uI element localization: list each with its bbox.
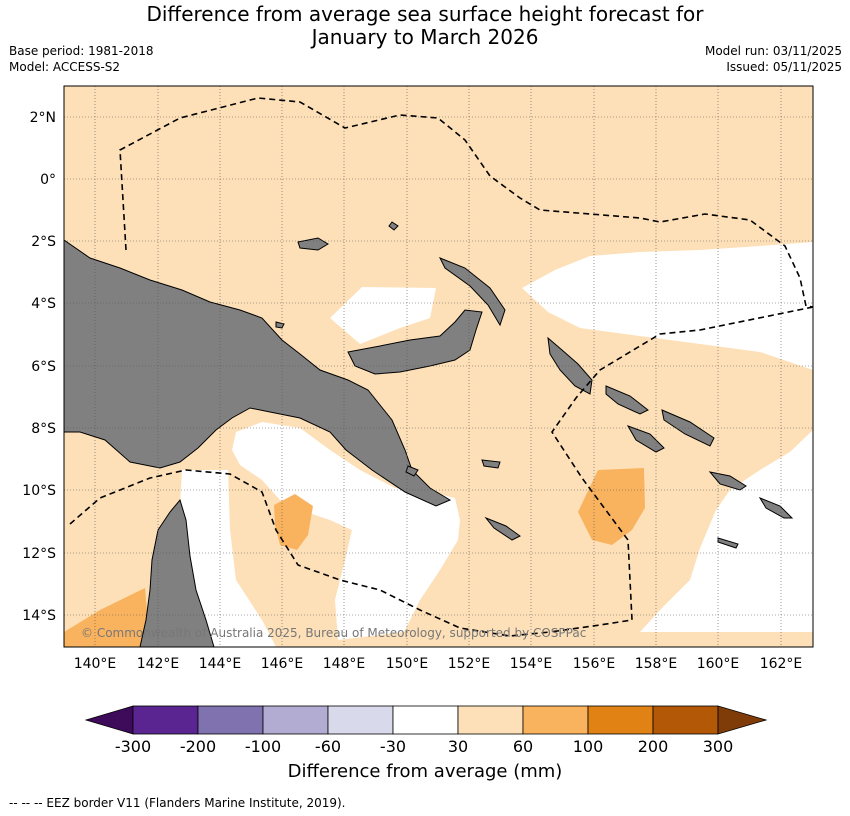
- map-title: Difference from average sea surface heig…: [0, 3, 850, 49]
- colorbar-extend-low: [84, 705, 134, 735]
- makira-island: [758, 496, 794, 519]
- louisiade-island: [484, 516, 521, 541]
- new-georgia-island: [626, 425, 665, 453]
- choiseul-island: [605, 385, 649, 415]
- lon-label: 160°E: [697, 656, 740, 672]
- new-ireland-island: [438, 257, 506, 327]
- colorbar-title: Difference from average (mm): [287, 761, 563, 782]
- lon-label: 140°E: [74, 656, 117, 672]
- colorbar-tick-label: 100: [573, 737, 604, 756]
- colorbar: -300 -200 -100 -60 -30 30 60 100 200 300: [84, 705, 768, 756]
- bougainville-island: [547, 336, 593, 395]
- colorbar-extend-high: [717, 705, 768, 735]
- lat-label: 0°: [40, 172, 56, 188]
- small-island-1: [388, 221, 399, 231]
- neutral-region-north: [330, 287, 436, 344]
- colorbar-box: [457, 705, 524, 735]
- lat-label: 4°S: [31, 296, 56, 312]
- map-area: [64, 86, 813, 647]
- colorbar-tick-label: -100: [245, 737, 281, 756]
- colorbar-tick-label: -60: [315, 737, 341, 756]
- woodlark-island: [481, 459, 501, 469]
- lat-label: 6°S: [31, 359, 56, 375]
- colorbar-tick-label: -300: [115, 737, 151, 756]
- rennell-island: [717, 537, 739, 549]
- lon-label: 162°E: [760, 656, 803, 672]
- meta-left: Base period: 1981-2018 Model: ACCESS-S2: [9, 43, 154, 75]
- model-run: Model run: 03/11/2025: [704, 44, 842, 58]
- guadalcanal-island: [708, 471, 747, 491]
- lon-label: 142°E: [137, 656, 180, 672]
- trobriand-island: [405, 465, 419, 477]
- colorbar-box: [132, 705, 199, 735]
- lon-label: 152°E: [448, 656, 491, 672]
- neutral-region-coral-sea: [232, 422, 460, 640]
- colorbar-box: [587, 705, 654, 735]
- anomaly-60-100-patch-southwest: [64, 588, 150, 647]
- map-frame: [63, 85, 814, 648]
- model-name: Model: ACCESS-S2: [9, 60, 121, 74]
- colorbar-box: [197, 705, 264, 735]
- colorbar-tick-label: 60: [513, 737, 533, 756]
- colorbar-box: [522, 705, 589, 735]
- anomaly-60-100-patch-west: [274, 494, 313, 550]
- issued-date: Issued: 05/11/2025: [726, 60, 842, 74]
- forecast-map: © Commonwealth of Australia 2025, Bureau…: [22, 85, 814, 756]
- title-line-1: Difference from average sea surface heig…: [146, 2, 704, 26]
- meta-right: Model run: 03/11/2025 Issued: 05/11/2025: [705, 43, 842, 75]
- lon-label: 156°E: [573, 656, 616, 672]
- lon-label: 154°E: [510, 656, 553, 672]
- anomaly-60-100-patch-east: [578, 468, 645, 545]
- eez-legend-footer: -- -- -- EEZ border V11 (Flanders Marine…: [9, 796, 346, 810]
- lon-label: 144°E: [199, 656, 242, 672]
- lat-label: 8°S: [31, 421, 56, 437]
- lon-label: 146°E: [261, 656, 304, 672]
- lat-label: 2°S: [31, 234, 56, 250]
- cape-york-land: [139, 498, 215, 647]
- lat-label: 2°N: [30, 110, 56, 126]
- lon-label: 158°E: [635, 656, 678, 672]
- lat-label: 12°S: [22, 546, 56, 562]
- colorbar-box: [262, 705, 329, 735]
- colorbar-box: [392, 705, 459, 735]
- lat-label: 10°S: [22, 483, 56, 499]
- eez-border: [69, 97, 813, 637]
- colorbar-box: [327, 705, 394, 735]
- copyright-text: © Commonwealth of Australia 2025, Bureau…: [81, 626, 586, 640]
- new-guinea-land: [64, 239, 452, 507]
- graticule: [64, 86, 813, 647]
- neutral-region-east: [522, 242, 813, 370]
- lat-labels: 2°N 0° 2°S 4°S 6°S 8°S 10°S 12°S 14°S: [22, 110, 56, 624]
- colorbar-tick-label: -200: [180, 737, 216, 756]
- colorbar-tick-label: 300: [703, 737, 734, 756]
- lat-label: 14°S: [22, 608, 56, 624]
- new-britain-island: [347, 309, 483, 375]
- colorbar-tick-label: 30: [448, 737, 468, 756]
- title-line-2: January to March 2026: [311, 25, 539, 49]
- manus-island: [297, 237, 329, 251]
- colorbar-tick-label: 200: [638, 737, 669, 756]
- lon-label: 148°E: [323, 656, 366, 672]
- colorbar-box: [652, 705, 719, 735]
- lon-labels: 140°E 142°E 144°E 146°E 148°E 150°E 152°…: [74, 656, 803, 672]
- base-period: Base period: 1981-2018: [9, 44, 154, 58]
- lon-label: 150°E: [386, 656, 429, 672]
- colorbar-tick-label: -30: [380, 737, 406, 756]
- neutral-region-southeast: [640, 430, 813, 632]
